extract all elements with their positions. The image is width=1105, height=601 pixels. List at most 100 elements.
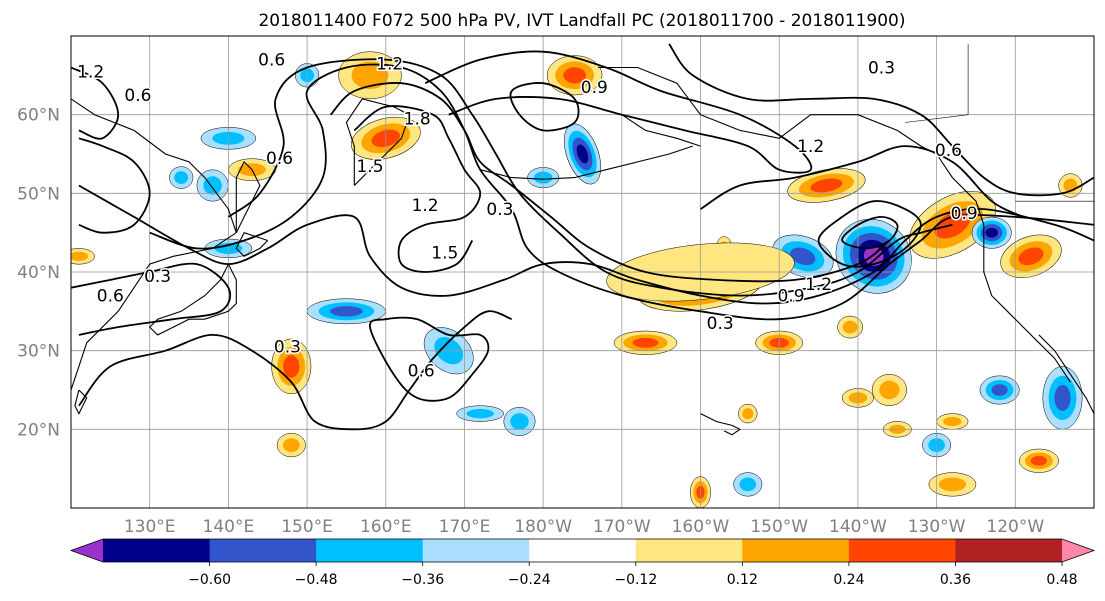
coastline (74, 389, 88, 415)
coastline (621, 114, 701, 147)
coastline (598, 66, 1071, 383)
coastlines (71, 43, 1094, 436)
contour-label: 0.3 (868, 59, 895, 79)
contour-label: 0.6 (266, 149, 293, 169)
anomaly-fill (739, 477, 757, 492)
colorbar-outline (69, 538, 1096, 563)
contour-label: 0.6 (935, 141, 962, 161)
pv-contour-line (71, 66, 120, 140)
anomaly-fill (810, 178, 843, 193)
lon-tick-label: 120°W (986, 517, 1044, 537)
colorbar-extend-max (1062, 539, 1094, 562)
lat-tick-label: 30°N (17, 342, 60, 362)
anomaly-fill (879, 380, 900, 400)
coastline (71, 98, 237, 391)
coastline (235, 232, 269, 257)
colorbar-tick-label: 0.12 (727, 572, 758, 588)
anomaly-fill (1054, 384, 1071, 411)
colorbar-extend-min (71, 539, 103, 562)
colorbar-tick-label: 0.36 (940, 572, 971, 588)
anomaly-fill (71, 251, 89, 261)
contour-label: 1.2 (376, 55, 403, 75)
colorbar-tick-label: 0.24 (833, 572, 864, 588)
pv-contour-line (700, 145, 1024, 218)
anomaly-fill (790, 247, 816, 266)
lat-tick-label: 20°N (17, 420, 60, 440)
colorbar-segment (422, 539, 530, 562)
contour-label: 1.5 (356, 157, 383, 177)
latitude-tick-labels: 60°N 50°N 40°N 30°N 20°N (17, 106, 60, 441)
lon-tick-label: 180°W (514, 517, 572, 537)
colorbar-segment (955, 539, 1063, 562)
contour-label: 1.2 (805, 275, 832, 295)
anomaly-fill (576, 144, 589, 164)
longitude-tick-labels: 130°E 140°E 150°E 160°E 170°E 180°W 170°W 160°W… (124, 517, 1045, 537)
colorbar-tick-label: 0.48 (1046, 572, 1077, 588)
anomaly-fill (991, 384, 1008, 396)
contour-label: 0.6 (408, 361, 435, 381)
contour-label: 0.3 (486, 200, 513, 220)
lon-tick-label: 170°W (593, 517, 651, 537)
lon-tick-label: 170°E (439, 517, 491, 537)
colorbar-tick-label: −0.48 (295, 572, 338, 588)
pv-contour-line (78, 137, 151, 234)
contour-label: 0.6 (124, 86, 151, 106)
pv-contour-line (71, 262, 232, 336)
colorbar-segment (316, 539, 424, 562)
colorbar-tick-label: −0.36 (401, 572, 444, 588)
anomaly-fill (283, 355, 300, 378)
lon-tick-label: 140°E (203, 517, 255, 537)
colorbar-segment (848, 539, 956, 562)
colorbar-tick-label: −0.12 (614, 572, 657, 588)
pv-contour-line (841, 215, 899, 250)
pv-contours (71, 43, 1094, 431)
contour-label: 1.2 (77, 62, 104, 82)
colorbar-tick-label: −0.24 (508, 572, 551, 588)
pv-contour-line (424, 50, 813, 174)
contour-label: 1.2 (797, 137, 824, 157)
contour-label: 1.5 (431, 243, 458, 263)
lon-tick-label: 160°W (672, 517, 730, 537)
lon-tick-label: 160°E (360, 517, 412, 537)
anomaly-fill (466, 409, 495, 419)
anomaly-fill (174, 171, 189, 185)
coastline (1038, 334, 1094, 414)
lon-tick-label: 140°W (829, 517, 887, 537)
contour-label: 0.6 (97, 287, 124, 307)
contour-label: 0.9 (951, 204, 978, 224)
pv-contour-line (353, 105, 482, 273)
contour-label: 0.3 (707, 314, 734, 334)
lon-tick-label: 130°W (908, 517, 966, 537)
border-line (905, 114, 969, 123)
anomaly-fill (1030, 455, 1047, 466)
colorbar-segment (103, 539, 211, 562)
pv-contour-line (149, 63, 1094, 321)
coastline (480, 145, 693, 180)
anomaly-fill (842, 320, 858, 334)
colorbar-segment (635, 539, 743, 562)
pv-contour-line (369, 316, 490, 402)
anomaly-fill (330, 306, 363, 317)
pv-contour-line (227, 58, 953, 297)
lat-tick-label: 50°N (17, 184, 60, 204)
contour-label: 0.3 (144, 267, 171, 287)
coastline (345, 98, 411, 186)
coastline (700, 413, 741, 436)
anomaly-fill (985, 227, 998, 238)
colorbar: −0.60 −0.48 −0.36 −0.24 −0.12 0.12 0.24 0.36 0.4… (69, 538, 1096, 588)
contour-label: 0.9 (777, 287, 804, 307)
lon-tick-label: 150°E (281, 517, 333, 537)
contour-label: 0.6 (258, 51, 285, 71)
anomaly-fill (632, 337, 659, 348)
lon-tick-label: 150°W (750, 517, 808, 537)
contour-label: 1.2 (412, 196, 439, 216)
colorbar-segment (209, 539, 317, 562)
ivt-anomaly-fills (71, 51, 1083, 508)
lon-tick-label: 130°E (124, 517, 176, 537)
anomaly-fill (1018, 247, 1044, 266)
anomaly-fill (203, 176, 222, 195)
anomaly-fill (742, 408, 754, 420)
contour-label: 1.8 (404, 110, 431, 130)
lat-tick-label: 40°N (17, 263, 60, 283)
